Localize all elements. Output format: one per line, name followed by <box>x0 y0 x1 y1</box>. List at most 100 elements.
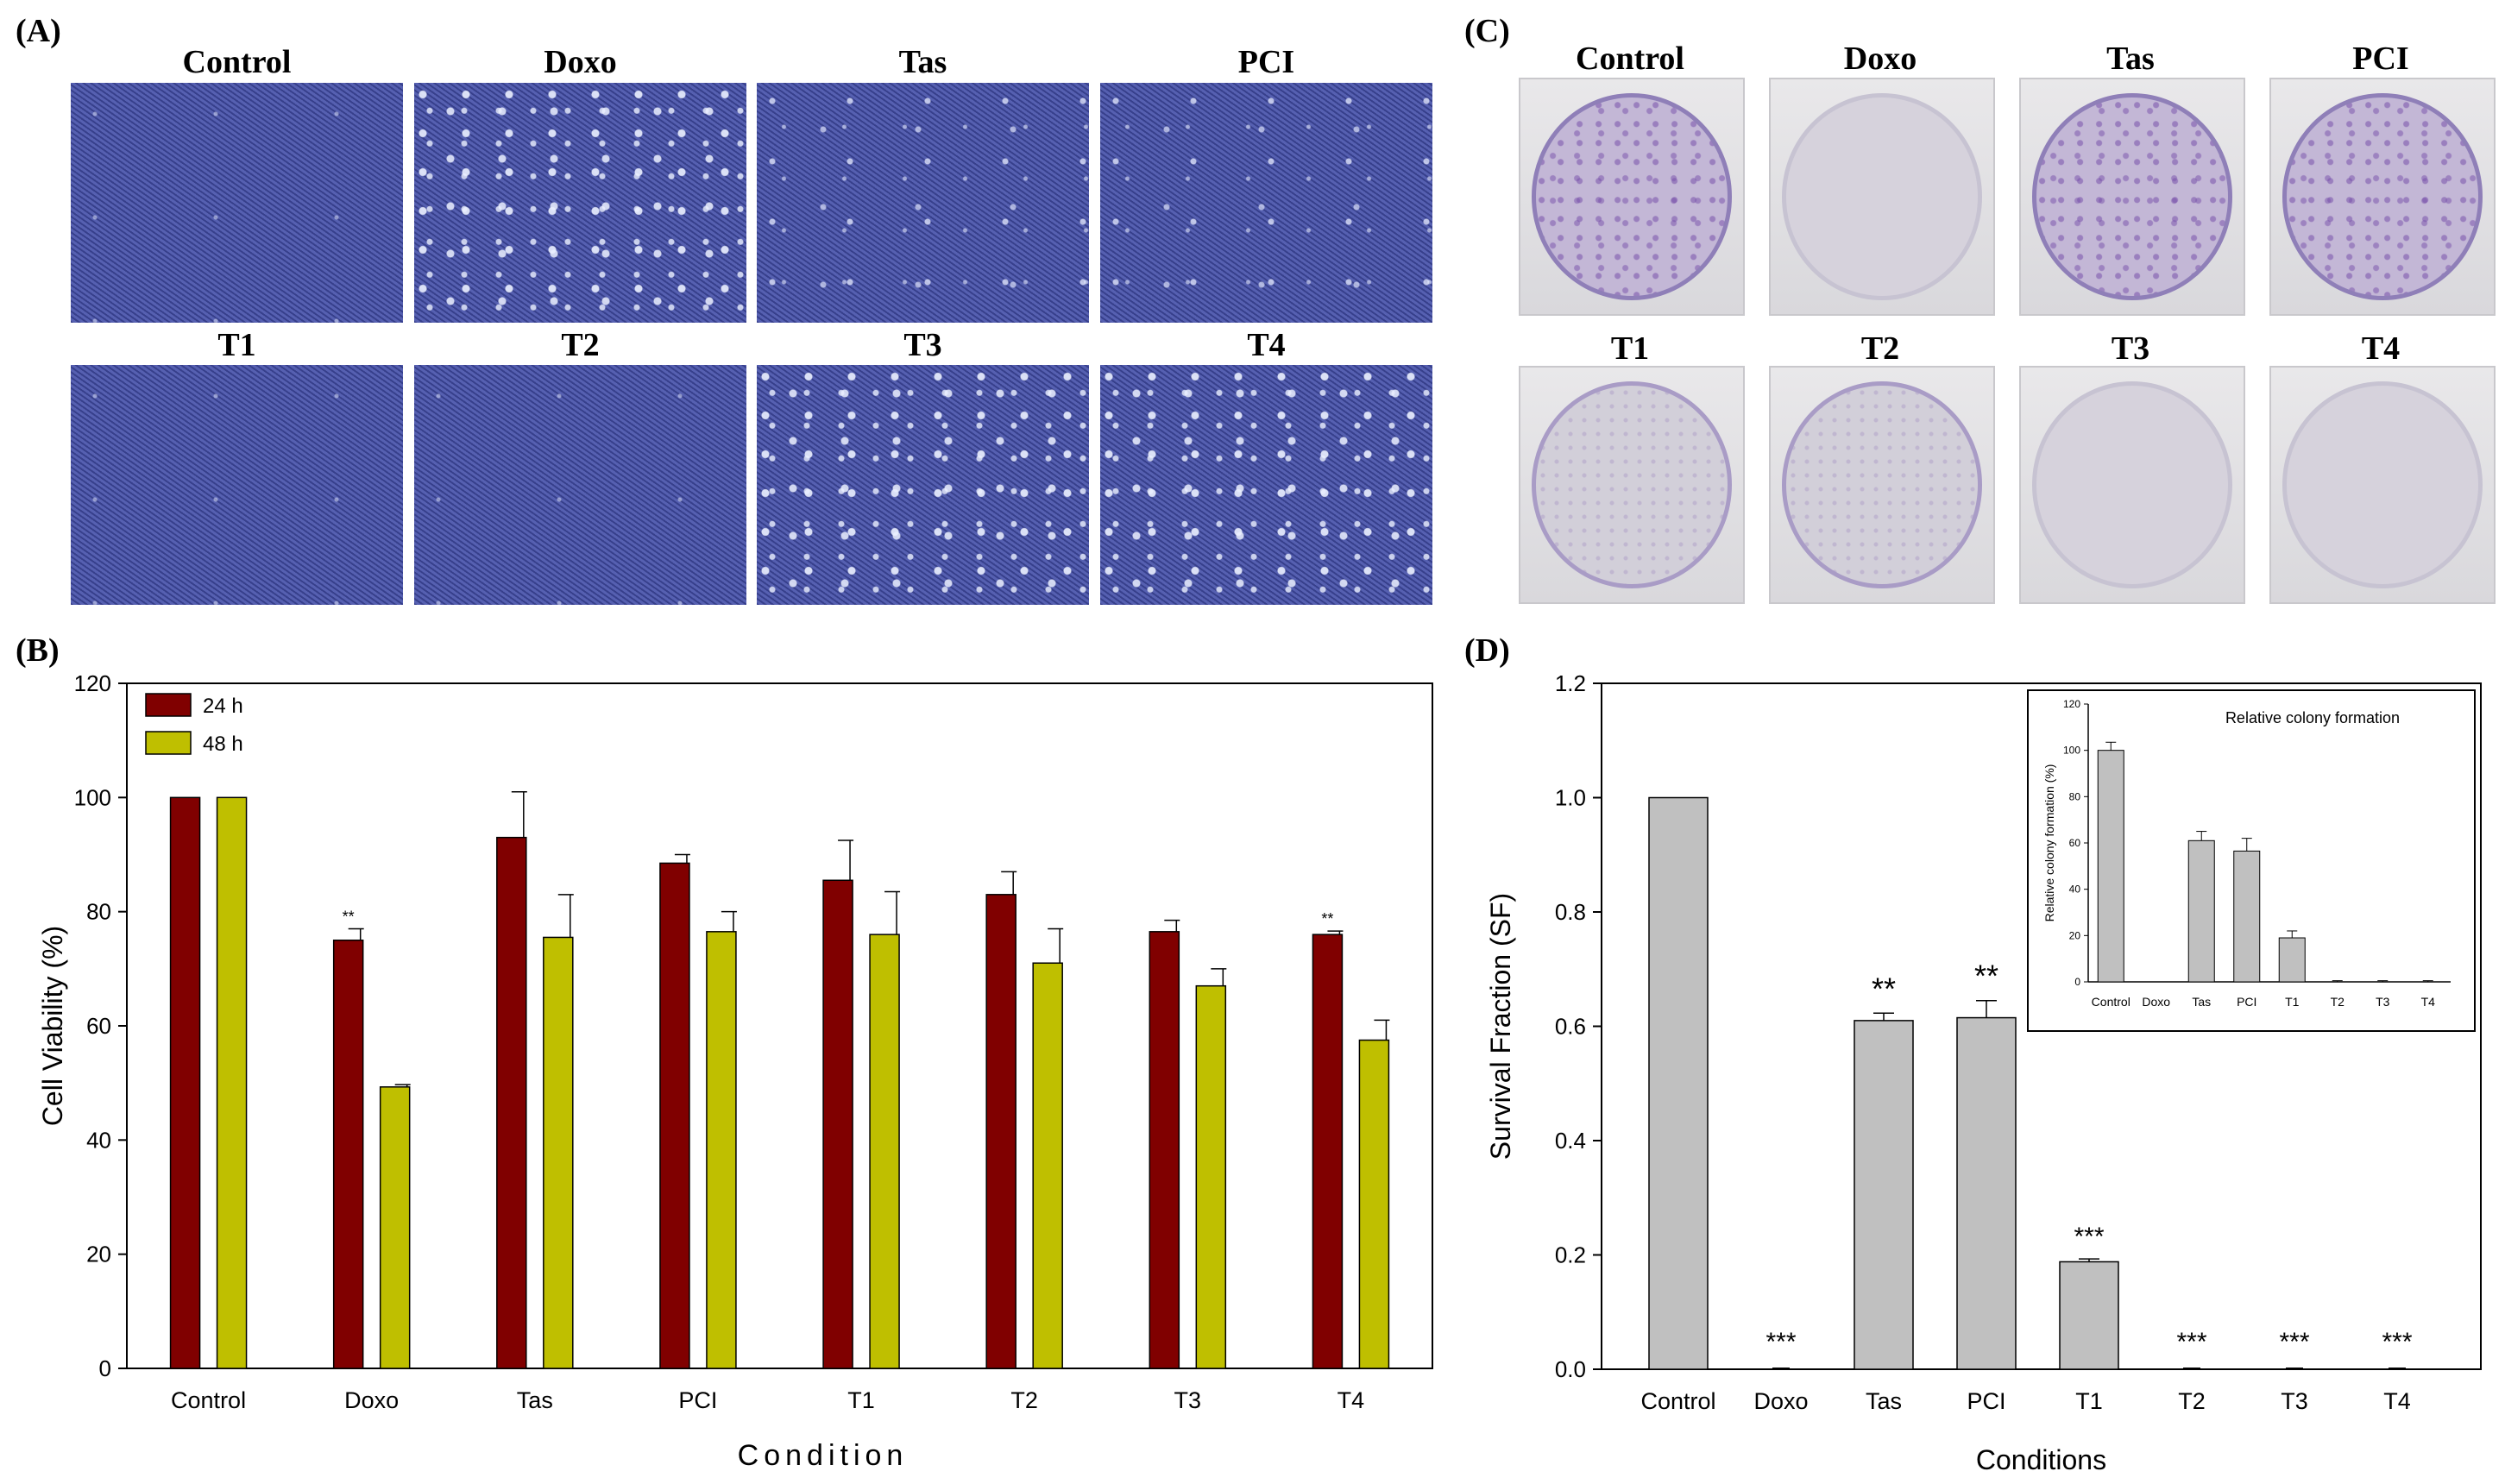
colony-well-photo <box>1519 78 1745 316</box>
micrograph-image <box>757 83 1089 323</box>
micrograph-image <box>1100 365 1432 605</box>
bar <box>2059 1261 2119 1370</box>
y-axis-label: Survival Fraction (SF) <box>1485 893 1516 1160</box>
colony-well-photo <box>2019 366 2245 604</box>
panel-d-letter: (D) <box>1464 632 1510 669</box>
culture-dish <box>1781 93 1983 300</box>
x-tick-label: T1 <box>847 1387 875 1413</box>
x-axis-label: Conditions <box>1976 1444 2106 1475</box>
bar <box>332 940 364 1369</box>
legend-swatch <box>145 693 192 717</box>
x-tick-label: T4 <box>1337 1387 1365 1413</box>
x-tick-label: T3 <box>2281 1388 2308 1414</box>
significance-mark: *** <box>2074 1223 2104 1251</box>
colony-well-photo <box>1769 78 1995 316</box>
micrograph-label: T1 <box>217 327 256 363</box>
bar <box>706 931 737 1369</box>
inset-title: Relative colony formation <box>2225 709 2400 726</box>
x-tick-label: T1 <box>2075 1388 2103 1414</box>
inset-y-tick-label: 100 <box>2063 745 2080 757</box>
y-tick-label: 0 <box>99 1355 111 1381</box>
legend-label: 24 h <box>203 695 243 718</box>
legend-label: 48 h <box>203 733 243 756</box>
significance-mark: *** <box>2382 1328 2412 1356</box>
inset-y-axis-label: Relative colony formation (%) <box>2042 764 2056 922</box>
colony-well-photo <box>2269 78 2496 316</box>
micrograph-label: T2 <box>561 327 600 363</box>
micrograph-image <box>71 365 403 605</box>
colony-well-photo <box>1769 366 1995 604</box>
x-tick-label: Control <box>1640 1388 1715 1414</box>
culture-dish <box>2282 381 2483 588</box>
y-tick-label: 60 <box>86 1013 111 1039</box>
inset-chart: 0 20 40 60 80 100 120 Relative colony formation… <box>2027 689 2476 1032</box>
y-tick-label: 1.0 <box>1555 785 1586 811</box>
panel-b-letter: (B) <box>16 632 60 669</box>
micrograph-label: Control <box>182 44 292 80</box>
inset-x-tick-label: T3 <box>2376 995 2390 1009</box>
y-tick-label: 0.6 <box>1555 1014 1586 1040</box>
bar <box>1195 984 1227 1369</box>
bar <box>1648 796 1709 1370</box>
plot-frame <box>126 682 1433 1369</box>
significance-mark: ** <box>1321 910 1333 928</box>
micrograph-image <box>71 83 403 323</box>
x-axis-label: Condition <box>738 1439 909 1472</box>
y-tick-label: 20 <box>86 1242 111 1267</box>
panel-a-letter: (A) <box>16 13 61 49</box>
bar <box>216 796 248 1369</box>
inset-bar <box>2187 839 2215 983</box>
significance-mark: *** <box>1765 1328 1796 1356</box>
legend-swatch <box>145 731 192 755</box>
culture-dish <box>2031 93 2233 300</box>
x-tick-label: PCI <box>1967 1388 2005 1414</box>
micrograph-label: T4 <box>1247 327 1286 363</box>
bar <box>1312 934 1344 1369</box>
bar <box>659 862 690 1369</box>
bar <box>543 936 574 1369</box>
y-tick-label: 100 <box>74 784 111 810</box>
inset-bar <box>2278 937 2306 983</box>
colony-well-label: T1 <box>1610 330 1650 367</box>
x-tick-label: T4 <box>2383 1388 2411 1414</box>
x-tick-label: Doxo <box>1753 1388 1808 1414</box>
culture-dish <box>2282 93 2483 300</box>
inset-bar <box>2097 750 2124 983</box>
y-tick-label: 80 <box>86 899 111 925</box>
inset-x-tick-label: T1 <box>2285 995 2300 1009</box>
inset-y-tick-label: 60 <box>2069 837 2081 849</box>
bar <box>1032 962 1063 1369</box>
bar <box>169 796 201 1369</box>
inset-x-tick-label: T2 <box>2331 995 2345 1009</box>
colony-well-label: PCI <box>2352 41 2409 77</box>
colony-well-label: Doxo <box>1843 41 1917 77</box>
y-tick-label: 120 <box>74 670 111 696</box>
inset-bar <box>2233 850 2261 983</box>
y-tick-label: 0.4 <box>1555 1128 1586 1154</box>
significance-mark: ** <box>1872 971 1896 1006</box>
colony-well-label: Control <box>1576 41 1684 77</box>
y-tick-label: 0.2 <box>1555 1242 1586 1268</box>
y-tick-label: 0.8 <box>1555 899 1586 925</box>
inset-y-tick-label: 20 <box>2069 929 2081 941</box>
inset-y-tick-label: 0 <box>2074 976 2080 988</box>
bar <box>1854 1020 1914 1370</box>
inset-x-tick-label: PCI <box>2237 995 2256 1009</box>
y-tick-label: 40 <box>86 1127 111 1153</box>
bar <box>822 879 853 1369</box>
micrograph-image <box>414 83 746 323</box>
micrograph-image <box>1100 83 1432 323</box>
bar <box>1956 1016 2017 1370</box>
colony-well-label: T2 <box>1860 330 1900 367</box>
bar <box>1149 931 1180 1369</box>
culture-dish <box>1531 93 1733 300</box>
bar <box>985 894 1016 1369</box>
inset-x-tick-label: T4 <box>2421 995 2436 1009</box>
panel-c-letter: (C) <box>1464 13 1510 49</box>
x-tick-label: Tas <box>517 1387 553 1413</box>
bar <box>496 836 527 1369</box>
micrograph-image <box>757 365 1089 605</box>
colony-well-label: Tas <box>2106 41 2155 77</box>
inset-y-tick-label: 120 <box>2063 698 2080 710</box>
inset-x-tick-label: Control <box>2092 995 2131 1009</box>
